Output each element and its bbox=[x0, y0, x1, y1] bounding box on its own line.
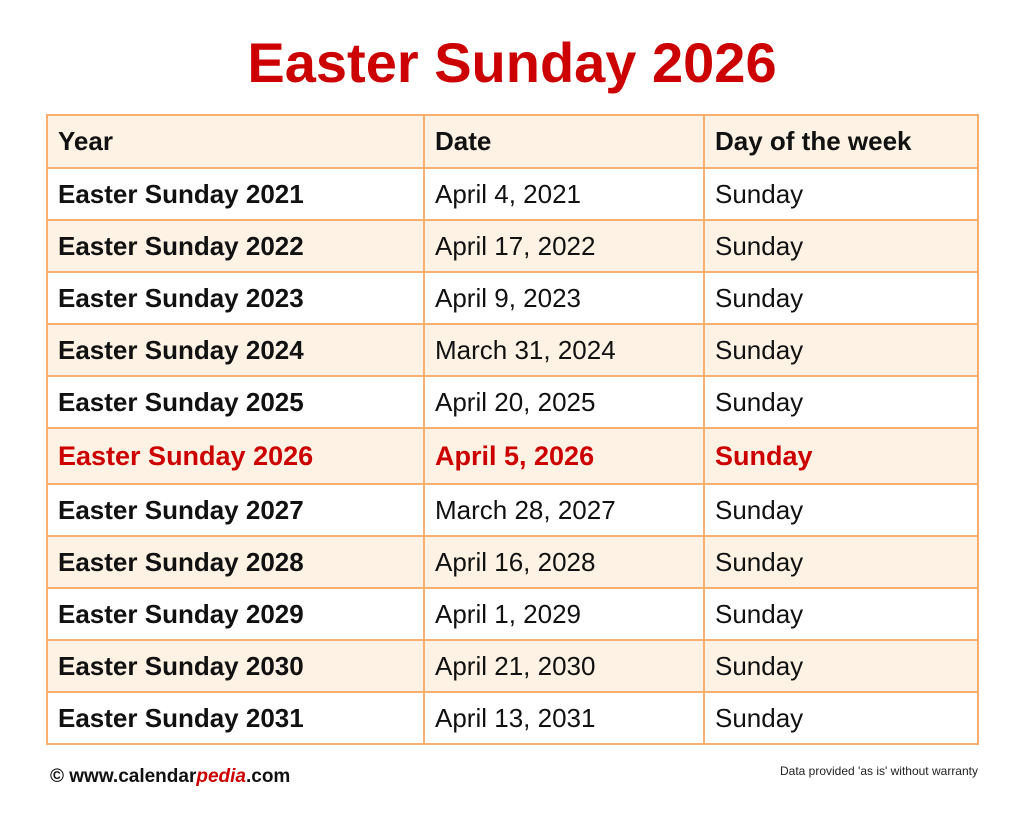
day-cell: Sunday bbox=[703, 427, 979, 485]
column-header-year: Year bbox=[46, 114, 425, 169]
year-cell: Easter Sunday 2025 bbox=[46, 375, 425, 429]
table-row-highlighted: Easter Sunday 2026 April 5, 2026 Sunday bbox=[46, 427, 979, 485]
day-cell: Sunday bbox=[703, 323, 979, 377]
day-cell: Sunday bbox=[703, 167, 979, 221]
year-cell: Easter Sunday 2022 bbox=[46, 219, 425, 273]
website-credit[interactable]: © www.calendarpedia.com bbox=[50, 766, 290, 788]
year-cell: Easter Sunday 2031 bbox=[46, 691, 425, 745]
table-row: Easter Sunday 2023 April 9, 2023 Sunday bbox=[46, 271, 979, 325]
table-row: Easter Sunday 2025 April 20, 2025 Sunday bbox=[46, 375, 979, 429]
year-cell: Easter Sunday 2024 bbox=[46, 323, 425, 377]
day-cell: Sunday bbox=[703, 271, 979, 325]
date-cell: April 16, 2028 bbox=[423, 535, 705, 589]
day-cell: Sunday bbox=[703, 219, 979, 273]
year-cell: Easter Sunday 2029 bbox=[46, 587, 425, 641]
date-cell: April 4, 2021 bbox=[423, 167, 705, 221]
credit-suffix: .com bbox=[245, 766, 291, 787]
table-row: Easter Sunday 2022 April 17, 2022 Sunday bbox=[46, 219, 979, 273]
day-cell: Sunday bbox=[703, 587, 979, 641]
year-cell: Easter Sunday 2026 bbox=[46, 427, 425, 485]
table-row: Easter Sunday 2030 April 21, 2030 Sunday bbox=[46, 639, 979, 693]
year-cell: Easter Sunday 2027 bbox=[46, 483, 425, 537]
year-cell: Easter Sunday 2028 bbox=[46, 535, 425, 589]
date-cell: April 5, 2026 bbox=[423, 427, 705, 485]
table-row: Easter Sunday 2031 April 13, 2031 Sunday bbox=[46, 691, 979, 745]
date-cell: April 20, 2025 bbox=[423, 375, 705, 429]
column-header-day: Day of the week bbox=[703, 114, 979, 169]
date-cell: March 28, 2027 bbox=[423, 483, 705, 537]
date-cell: April 17, 2022 bbox=[423, 219, 705, 273]
day-cell: Sunday bbox=[703, 691, 979, 745]
table-header-row: Year Date Day of the week bbox=[46, 114, 979, 169]
day-cell: Sunday bbox=[703, 535, 979, 589]
day-cell: Sunday bbox=[703, 483, 979, 537]
date-cell: April 21, 2030 bbox=[423, 639, 705, 693]
easter-dates-table: Year Date Day of the week Easter Sunday … bbox=[46, 114, 979, 745]
page-title: Easter Sunday 2026 bbox=[247, 31, 777, 94]
table-row: Easter Sunday 2028 April 16, 2028 Sunday bbox=[46, 535, 979, 589]
day-cell: Sunday bbox=[703, 375, 979, 429]
credit-brand: pedia bbox=[196, 766, 246, 787]
year-cell: Easter Sunday 2021 bbox=[46, 167, 425, 221]
disclaimer: Data provided 'as is' without warranty bbox=[779, 764, 978, 778]
day-cell: Sunday bbox=[703, 639, 979, 693]
date-cell: April 9, 2023 bbox=[423, 271, 705, 325]
table-row: Easter Sunday 2024 March 31, 2024 Sunday bbox=[46, 323, 979, 377]
table-row: Easter Sunday 2021 April 4, 2021 Sunday bbox=[46, 167, 979, 221]
table-row: Easter Sunday 2027 March 28, 2027 Sunday bbox=[46, 483, 979, 537]
year-cell: Easter Sunday 2030 bbox=[46, 639, 425, 693]
year-cell: Easter Sunday 2023 bbox=[46, 271, 425, 325]
date-cell: April 1, 2029 bbox=[423, 587, 705, 641]
credit-text: © www.calendar bbox=[50, 766, 197, 787]
column-header-date: Date bbox=[423, 114, 705, 169]
date-cell: March 31, 2024 bbox=[423, 323, 705, 377]
date-cell: April 13, 2031 bbox=[423, 691, 705, 745]
table-row: Easter Sunday 2029 April 1, 2029 Sunday bbox=[46, 587, 979, 641]
